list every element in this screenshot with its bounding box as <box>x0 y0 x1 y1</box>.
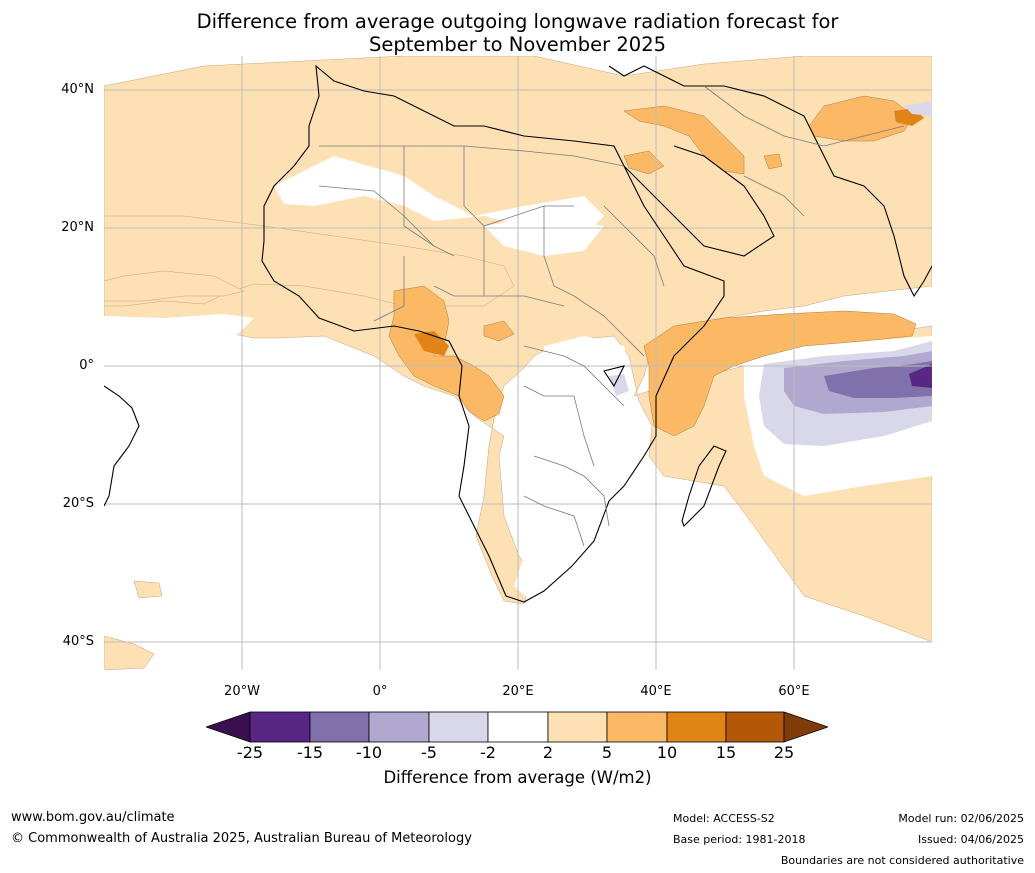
colorbar-bin-5 <box>487 711 549 743</box>
colorbar-tick: -25 <box>236 743 264 762</box>
country-borders <box>318 85 905 547</box>
lon-label-0: 0° <box>372 684 388 699</box>
colorbar-bin-9 <box>725 711 785 743</box>
lat-label-20n: 20°N <box>61 220 94 235</box>
footer-copyright: © Commonwealth of Australia 2025, Austra… <box>11 831 472 846</box>
footer-model: Model: ACCESS-S2 <box>673 812 775 825</box>
colorbar-tick: 5 <box>601 743 613 762</box>
colorbar-extend-high <box>783 711 828 743</box>
graticule <box>104 56 932 670</box>
colorbar-label: Difference from average (W/m2) <box>383 768 652 787</box>
colorbar-extend-low <box>206 711 251 743</box>
lat-label-0: 0° <box>79 358 94 373</box>
anomaly-band-minus25-to-minus15 <box>909 364 932 388</box>
colorbar <box>206 711 828 743</box>
colorbar-tick: -2 <box>480 743 496 762</box>
anomaly-band-minus15-to-minus10 <box>824 361 932 398</box>
lat-label-40n: 40°N <box>61 82 94 97</box>
colorbar-tick: 25 <box>773 743 795 762</box>
anomaly-map <box>104 56 932 670</box>
colorbar-bin-3 <box>368 711 430 743</box>
colorbar-bin-4 <box>428 711 489 743</box>
footer-url[interactable]: www.bom.gov.au/climate <box>11 810 175 825</box>
colorbar-tick: 15 <box>715 743 737 762</box>
colorbar-tick: -15 <box>296 743 324 762</box>
lat-label-40s: 40°S <box>62 634 94 649</box>
lat-label-20s: 20°S <box>62 496 94 511</box>
title-line-2: September to November 2025 <box>368 33 667 56</box>
map-title: Difference from average outgoing longwav… <box>0 10 1035 56</box>
colorbar-bin-1 <box>249 711 311 743</box>
colorbar-bin-8 <box>666 711 727 743</box>
colorbar-tick: 10 <box>656 743 678 762</box>
footer-model-run: Model run: 02/06/2025 <box>898 812 1024 825</box>
lon-label-60e: 60°E <box>778 684 810 699</box>
colorbar-bin-6 <box>547 711 608 743</box>
footer-disclaimer: Boundaries are not considered authoritat… <box>780 854 1024 867</box>
colorbar-bin-7 <box>606 711 668 743</box>
title-line-1: Difference from average outgoing longwav… <box>196 10 839 33</box>
colorbar-tick: 2 <box>542 743 554 762</box>
lon-label-20w: 20°W <box>224 684 260 699</box>
footer-issued: Issued: 04/06/2025 <box>917 833 1024 846</box>
colorbar-tick: -10 <box>355 743 383 762</box>
footer-base-period: Base period: 1981-2018 <box>673 833 806 846</box>
coastlines <box>104 64 932 603</box>
colorbar-tick: -5 <box>421 743 437 762</box>
lon-label-20e: 20°E <box>502 684 534 699</box>
lon-label-40e: 40°E <box>640 684 672 699</box>
colorbar-bin-2 <box>309 711 370 743</box>
